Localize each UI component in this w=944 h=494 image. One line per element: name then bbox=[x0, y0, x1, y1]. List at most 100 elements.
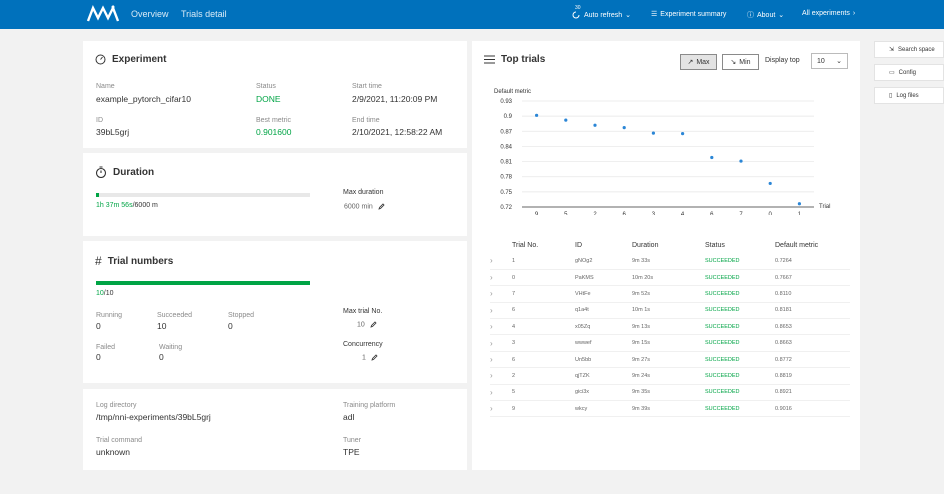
trial-duration-cell: 9m 35s bbox=[632, 384, 705, 402]
edit-pencil-icon[interactable] bbox=[371, 354, 378, 361]
chart-y-tick-label: 0.9 bbox=[504, 114, 513, 120]
table-row[interactable]: › 6 Un5bb 9m 27s SUCCEEDED 0.8772 bbox=[490, 351, 850, 369]
column-header-id[interactable]: ID bbox=[575, 241, 582, 249]
all-experiments-link[interactable]: All experiments › bbox=[802, 10, 855, 17]
table-row[interactable]: › 1 gNOg2 9m 33s SUCCEEDED 0.7264 bbox=[490, 253, 850, 270]
chart-data-point[interactable] bbox=[797, 202, 801, 206]
max-trial-text: 10 bbox=[357, 321, 365, 329]
expand-row-chevron-icon[interactable]: › bbox=[490, 367, 512, 385]
table-row[interactable]: › 7 VHtFe 9m 52s SUCCEEDED 0.8110 bbox=[490, 285, 850, 303]
running-label: Running bbox=[96, 312, 123, 319]
config-button[interactable]: ▭ Config bbox=[874, 64, 944, 81]
expand-row-chevron-icon[interactable]: › bbox=[490, 302, 512, 320]
chart-data-point[interactable] bbox=[768, 181, 772, 186]
trial-duration-cell: 9m 52s bbox=[632, 285, 705, 303]
expand-row-chevron-icon[interactable]: › bbox=[490, 400, 512, 418]
nav-overview-link[interactable]: Overview bbox=[131, 9, 169, 19]
top-trials-scatter-chart: Default metric Trial 0.93 0.9 0.87 0.84 0.81… bbox=[494, 89, 830, 215]
top-trials-card: Top trials ↗ Max ↘ Min Display top 10 ⌄ … bbox=[472, 41, 860, 470]
trend-up-icon: ↗ bbox=[687, 59, 694, 66]
edit-pencil-icon[interactable] bbox=[378, 203, 385, 210]
trial-metric-cell: 0.8110 bbox=[775, 285, 850, 303]
refresh-icon: 30 bbox=[571, 5, 581, 20]
table-row[interactable]: › 3 wwwef 9m 15s SUCCEEDED 0.8663 bbox=[490, 334, 850, 352]
all-experiments-label: All experiments bbox=[802, 10, 850, 17]
experiment-info-card: Log directory /tmp/nni-experiments/39bL5… bbox=[83, 389, 467, 470]
column-header-trial-no[interactable]: Trial No. bbox=[512, 241, 539, 249]
end-time-label: End time bbox=[352, 117, 380, 124]
about-label: About bbox=[757, 11, 776, 19]
chart-data-point[interactable] bbox=[593, 123, 597, 127]
running-value: 0 bbox=[96, 321, 101, 331]
chart-data-point[interactable] bbox=[710, 155, 714, 160]
display-top-value: 10 bbox=[817, 57, 825, 65]
expand-row-chevron-icon[interactable]: › bbox=[490, 334, 512, 352]
edit-pencil-icon[interactable] bbox=[370, 321, 377, 328]
expand-row-chevron-icon[interactable]: › bbox=[490, 318, 512, 336]
column-header-status[interactable]: Status bbox=[705, 241, 725, 249]
status-label: Status bbox=[256, 83, 276, 90]
duration-total: /6000 m bbox=[132, 202, 158, 209]
succeeded-value: 10 bbox=[157, 321, 167, 331]
table-row[interactable]: › 5 gici3x 9m 35s SUCCEEDED 0.8921 bbox=[490, 384, 850, 402]
id-label: ID bbox=[96, 117, 103, 124]
trial-duration-cell: 9m 13s bbox=[632, 318, 705, 336]
tuner-label: Tuner bbox=[343, 437, 362, 444]
chart-data-point[interactable] bbox=[535, 113, 539, 117]
chart-x-tick-label: 1 bbox=[798, 212, 802, 215]
about-menu[interactable]: ⓘ About ⌄ bbox=[747, 10, 784, 20]
trial-metric-cell: 0.8921 bbox=[775, 384, 850, 402]
expand-row-chevron-icon[interactable]: › bbox=[490, 253, 512, 270]
top-trials-card-title: Top trials bbox=[484, 54, 545, 65]
log-directory-label: Log directory bbox=[96, 402, 137, 409]
nav-trials-detail-link[interactable]: Trials detail bbox=[181, 9, 227, 19]
table-row[interactable]: › 4 x05Zq 9m 13s SUCCEEDED 0.8653 bbox=[490, 318, 850, 336]
display-top-select[interactable]: 10 ⌄ bbox=[811, 53, 848, 69]
trial-numbers-card-title: # Trial numbers bbox=[95, 254, 173, 268]
trial-status-cell: SUCCEEDED bbox=[705, 367, 775, 385]
expand-row-chevron-icon[interactable]: › bbox=[490, 351, 512, 369]
chart-data-point[interactable] bbox=[739, 159, 743, 163]
expand-row-chevron-icon[interactable]: › bbox=[490, 269, 512, 287]
trial-status-cell: SUCCEEDED bbox=[705, 334, 775, 352]
chart-data-point[interactable] bbox=[622, 126, 626, 130]
table-row[interactable]: › 0 PaKMS 10m 20s SUCCEEDED 0.7667 bbox=[490, 269, 850, 287]
table-row[interactable]: › 6 q1a4t 10m 1s SUCCEEDED 0.8181 bbox=[490, 302, 850, 320]
chart-x-tick-label: 2 bbox=[593, 212, 597, 215]
trial-count-text: 10/10 bbox=[96, 290, 114, 297]
chart-x-tick-label: 9 bbox=[535, 212, 539, 215]
experiment-summary-button[interactable]: ☰ Experiment summary bbox=[651, 10, 726, 19]
refresh-interval-badge: 30 bbox=[575, 5, 581, 11]
expand-row-chevron-icon[interactable]: › bbox=[490, 285, 512, 303]
experiment-title-text: Experiment bbox=[112, 54, 167, 65]
experiment-card-title: Experiment bbox=[95, 54, 166, 65]
trial-id-cell: Un5bb bbox=[575, 351, 632, 369]
trial-id-cell: wkcy bbox=[575, 400, 632, 418]
display-top-label: Display top bbox=[765, 57, 800, 64]
column-header-duration[interactable]: Duration bbox=[632, 241, 659, 249]
trial-metric-cell: 0.8663 bbox=[775, 334, 850, 352]
column-header-default-metric[interactable]: Default metric bbox=[775, 241, 819, 249]
chart-data-point[interactable] bbox=[564, 118, 568, 122]
search-space-button[interactable]: ⇲ Search space bbox=[874, 41, 944, 58]
table-row[interactable]: › 2 qjTZK 9m 24s SUCCEEDED 0.8819 bbox=[490, 367, 850, 385]
expand-row-chevron-icon[interactable]: › bbox=[490, 384, 512, 402]
auto-refresh-menu[interactable]: 30 Auto refresh ⌄ bbox=[571, 5, 631, 20]
trial-id-cell: gici3x bbox=[575, 384, 632, 402]
sort-max-button[interactable]: ↗ Max bbox=[680, 54, 717, 70]
trial-duration-cell: 9m 27s bbox=[632, 351, 705, 369]
trial-id-cell: gNOg2 bbox=[575, 253, 632, 270]
concurrency-text: 1 bbox=[362, 354, 366, 362]
log-files-button[interactable]: ▯ Log files bbox=[874, 87, 944, 104]
list-icon bbox=[484, 55, 495, 64]
trial-status-cell: SUCCEEDED bbox=[705, 253, 775, 270]
chart-data-point[interactable] bbox=[681, 132, 685, 136]
chart-data-point[interactable] bbox=[651, 131, 655, 135]
table-row[interactable]: › 9 wkcy 9m 39s SUCCEEDED 0.9016 bbox=[490, 400, 850, 418]
concurrency-value: 1 bbox=[362, 354, 378, 361]
max-trial-label: Max trial No. bbox=[343, 308, 383, 315]
nni-logo-icon[interactable] bbox=[86, 5, 120, 23]
failed-value: 0 bbox=[96, 352, 101, 362]
sort-min-button[interactable]: ↘ Min bbox=[722, 54, 759, 70]
chart-x-tick-label: 4 bbox=[681, 212, 685, 215]
